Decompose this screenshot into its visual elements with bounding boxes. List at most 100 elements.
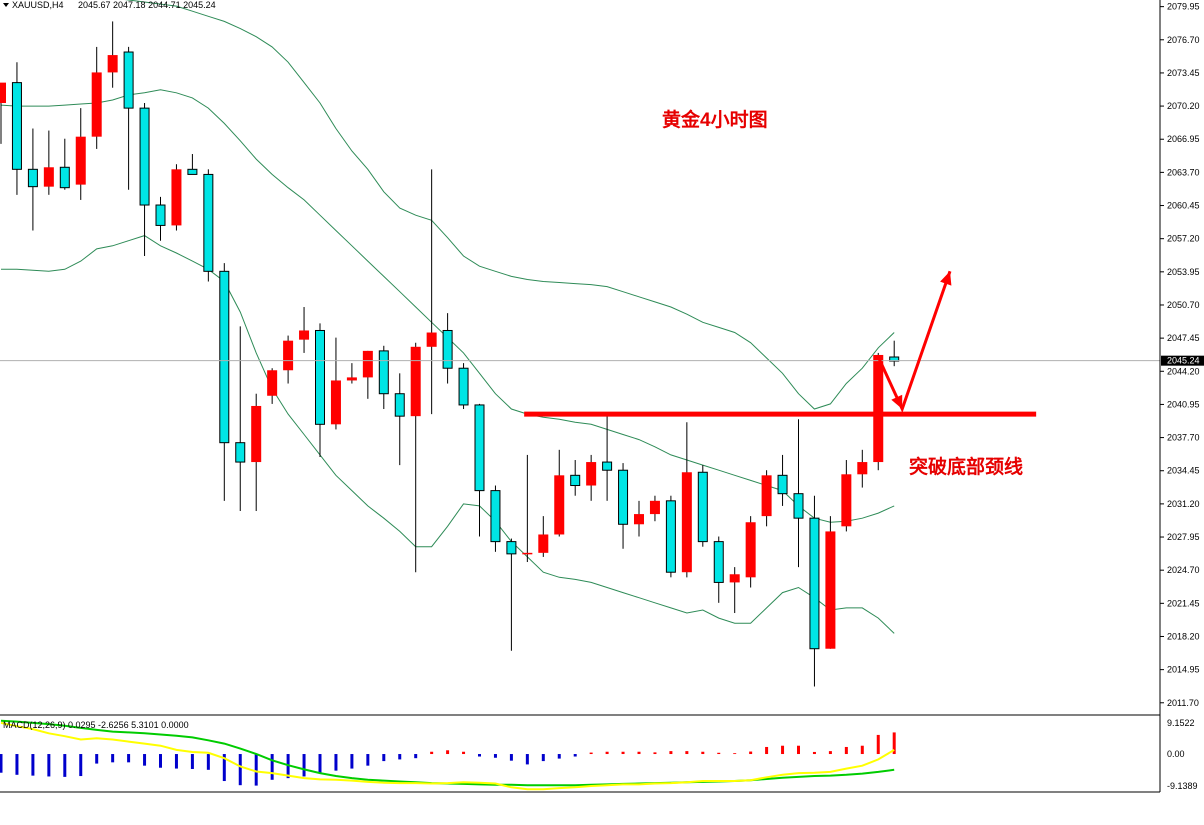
candle bbox=[139, 103, 150, 257]
candle-body-bull bbox=[362, 350, 373, 378]
candle bbox=[235, 326, 246, 512]
price-tick-label: 2040.95 bbox=[1167, 399, 1200, 409]
candle bbox=[602, 412, 613, 501]
candle bbox=[793, 419, 804, 568]
candle-body-bear bbox=[665, 500, 676, 573]
candle bbox=[0, 82, 6, 144]
menu-triangle-icon[interactable] bbox=[3, 3, 9, 7]
candle-body-bear bbox=[697, 471, 708, 543]
candle bbox=[665, 495, 676, 578]
candle bbox=[681, 422, 692, 578]
candle-body-bull bbox=[251, 405, 262, 463]
candle bbox=[426, 169, 437, 415]
price-tick-label: 2031.20 bbox=[1167, 499, 1200, 509]
candle-body-bear bbox=[123, 51, 134, 109]
candle bbox=[378, 345, 389, 410]
price-tick-label: 2011.70 bbox=[1167, 698, 1199, 708]
candle bbox=[809, 495, 820, 687]
candle-body-bear bbox=[793, 493, 804, 519]
candle bbox=[649, 495, 660, 522]
candle bbox=[522, 454, 533, 563]
candle-body-bull bbox=[681, 472, 692, 573]
candle-body-bull bbox=[171, 169, 182, 226]
price-tick-label: 2037.70 bbox=[1167, 433, 1200, 443]
macd-tick-label: -9.1389 bbox=[1167, 781, 1198, 791]
candle-body-bear bbox=[474, 404, 485, 492]
candle bbox=[570, 460, 581, 496]
candle-body-bull bbox=[649, 500, 660, 515]
candle-body-bull bbox=[267, 370, 278, 396]
price-tick-label: 2034.45 bbox=[1167, 466, 1200, 476]
candle bbox=[299, 307, 310, 353]
candle-body-bull bbox=[346, 377, 357, 381]
candle-body-bull bbox=[873, 354, 884, 463]
candle-body-bull bbox=[410, 346, 421, 417]
candle-body-bear bbox=[27, 168, 38, 188]
candle-body-bull bbox=[729, 574, 740, 583]
candle-body-bull bbox=[554, 475, 565, 535]
candle bbox=[59, 138, 70, 190]
macd-tick-label: 0.00 bbox=[1167, 749, 1185, 759]
forecast-arrow-head-up bbox=[940, 271, 952, 286]
candle-body-bear bbox=[187, 168, 198, 175]
candle bbox=[362, 350, 373, 399]
candle-body-bear bbox=[378, 350, 389, 395]
candle bbox=[761, 470, 772, 527]
bollinger-upper-line bbox=[124, 0, 895, 410]
candle-body-bear bbox=[602, 461, 613, 471]
candle-body-bull bbox=[107, 55, 118, 73]
candle bbox=[618, 463, 629, 549]
candle-body-bear bbox=[506, 541, 517, 555]
candle bbox=[586, 454, 597, 501]
current-price-label: 2045.24 bbox=[1167, 356, 1200, 366]
price-tick-label: 2063.70 bbox=[1167, 167, 1200, 177]
candle-body-bull bbox=[538, 534, 549, 553]
bollinger-lower-line bbox=[1, 235, 895, 634]
current-price-tag bbox=[1161, 355, 1204, 366]
candle-body-bear bbox=[139, 107, 150, 206]
ohlc-readout: 2045.67 2047.18 2044.71 2045.24 bbox=[78, 0, 216, 10]
overlay bbox=[0, 270, 1160, 417]
candle bbox=[91, 46, 102, 149]
symbol-label: XAUUSD,H4 bbox=[12, 0, 64, 10]
candle-body-bear bbox=[203, 173, 214, 272]
candle bbox=[43, 130, 54, 195]
candle bbox=[27, 128, 38, 231]
price-tick-label: 2053.95 bbox=[1167, 267, 1200, 277]
candle-body-bull bbox=[91, 72, 102, 137]
candle-body-bear bbox=[458, 367, 469, 406]
candle bbox=[554, 449, 565, 537]
candle bbox=[346, 363, 357, 384]
candle bbox=[219, 263, 230, 501]
candle bbox=[713, 536, 724, 603]
macd-main-line bbox=[0, 721, 895, 791]
candle bbox=[251, 393, 262, 512]
candle bbox=[330, 337, 341, 430]
candle-body-bull bbox=[761, 475, 772, 517]
price-tick-label: 2066.95 bbox=[1167, 134, 1200, 144]
price-tick-label: 2018.20 bbox=[1167, 631, 1200, 641]
candle-body-bear bbox=[777, 474, 788, 495]
candle bbox=[394, 373, 405, 466]
candle bbox=[745, 516, 756, 588]
candle bbox=[11, 62, 22, 195]
price-axis-background bbox=[1160, 0, 1204, 820]
candle bbox=[107, 21, 118, 88]
candle bbox=[155, 196, 166, 241]
price-tick-label: 2021.45 bbox=[1167, 598, 1200, 608]
price-tick-label: 2076.70 bbox=[1167, 35, 1200, 45]
candle-body-bull bbox=[299, 330, 310, 340]
candle-body-bull bbox=[857, 462, 868, 475]
neckline-annotation: 突破底部颈线 bbox=[909, 455, 1023, 478]
price-tick-label: 2014.95 bbox=[1167, 665, 1200, 675]
price-tick-label: 2073.45 bbox=[1167, 68, 1200, 78]
candle bbox=[203, 169, 214, 282]
candle-body-bull bbox=[75, 136, 86, 185]
candle bbox=[490, 485, 501, 552]
candle bbox=[474, 403, 485, 537]
candle bbox=[410, 342, 421, 573]
candle bbox=[538, 516, 549, 557]
candle bbox=[187, 154, 198, 175]
